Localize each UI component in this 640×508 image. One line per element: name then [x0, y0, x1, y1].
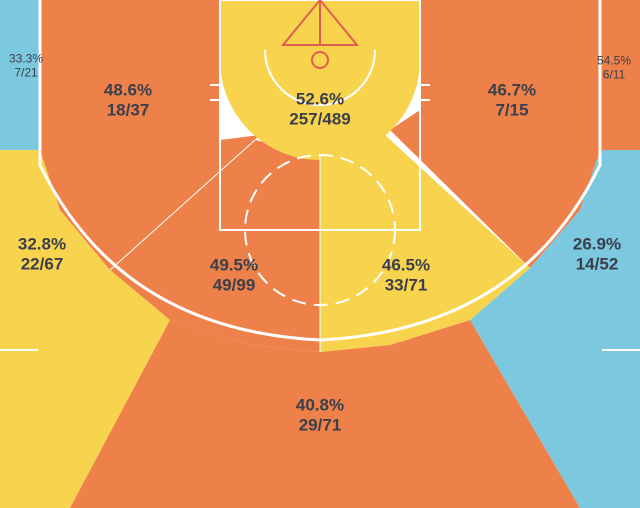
zone-fill-corner3-left [0, 0, 40, 150]
zone-wing3-left-label: 32.8% 22/67 [18, 235, 66, 276]
zone-paint-right-label: 46.5% 33/71 [382, 256, 430, 297]
zone-top3-label: 40.8% 29/71 [296, 396, 344, 437]
zone-fill-corner3-right [600, 0, 640, 150]
zone-pct: 32.8% [17, 234, 67, 254]
hoop-rim [311, 51, 329, 69]
zone-corner3-right-label: 54.5% 6/11 [597, 54, 631, 83]
zone-frac: 33/71 [384, 276, 428, 295]
zone-frac: 29/71 [298, 416, 342, 435]
zone-frac: 7/15 [495, 101, 529, 120]
zone-frac: 257/489 [289, 110, 351, 129]
zone-fill-mid-right [390, 0, 600, 268]
zone-frac: 6/11 [602, 68, 626, 82]
zone-frac: 7/21 [14, 66, 38, 80]
zone-restricted-area-label: 52.6% 257/489 [289, 90, 350, 131]
zone-fill-wing3-left [0, 150, 170, 508]
zone-frac: 18/37 [106, 101, 150, 120]
zone-pct: 52.6% [295, 89, 345, 109]
zone-fill-top3 [70, 320, 580, 508]
zone-fill-restricted [220, 0, 420, 160]
zone-pct: 40.8% [295, 395, 345, 415]
zone-pct: 54.5% [596, 53, 632, 68]
divider-left [109, 139, 256, 271]
zone-frac: 14/52 [575, 255, 619, 274]
zone-fill-wing3-right [470, 150, 640, 508]
zone-mid-left-baseline-label: 48.6% 18/37 [104, 81, 152, 122]
zone-pct: 33.3% [8, 51, 44, 66]
zone-frac: 49/99 [212, 276, 256, 295]
zone-pct: 26.9% [572, 234, 622, 254]
zone-pct: 48.6% [103, 80, 153, 100]
zone-pct: 46.7% [487, 80, 537, 100]
zone-corner3-left-label: 33.3% 7/21 [9, 52, 43, 81]
restricted-arc [264, 49, 376, 106]
zone-paint-left-label: 49.5% 49/99 [210, 256, 258, 297]
zone-frac: 22/67 [20, 255, 64, 274]
zone-fill-mid-left [40, 0, 260, 270]
zone-wing3-right-label: 26.9% 14/52 [573, 235, 621, 276]
zone-pct: 49.5% [209, 255, 259, 275]
zone-pct: 46.5% [381, 255, 431, 275]
zone-mid-right-baseline-label: 46.7% 7/15 [488, 81, 536, 122]
